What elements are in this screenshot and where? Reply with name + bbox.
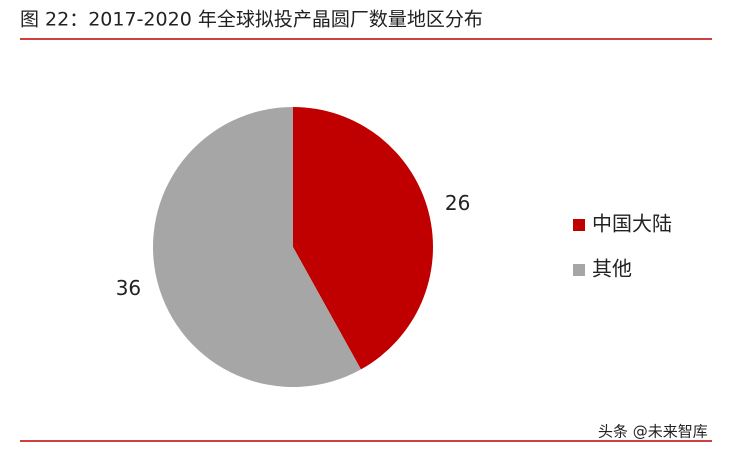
legend-swatch	[573, 264, 585, 276]
pie-slice	[153, 107, 361, 387]
chart-title: 图 22：2017-2020 年全球拟投产晶圆厂数量地区分布	[20, 9, 483, 31]
legend-label: 其他	[592, 257, 632, 281]
legend-swatch	[573, 219, 585, 231]
legend-label: 中国大陆	[592, 212, 672, 236]
data-label: 36	[116, 276, 141, 300]
pie-slice	[293, 107, 434, 370]
watermark: 头条 @未来智库	[598, 423, 708, 441]
data-label: 26	[445, 191, 470, 215]
